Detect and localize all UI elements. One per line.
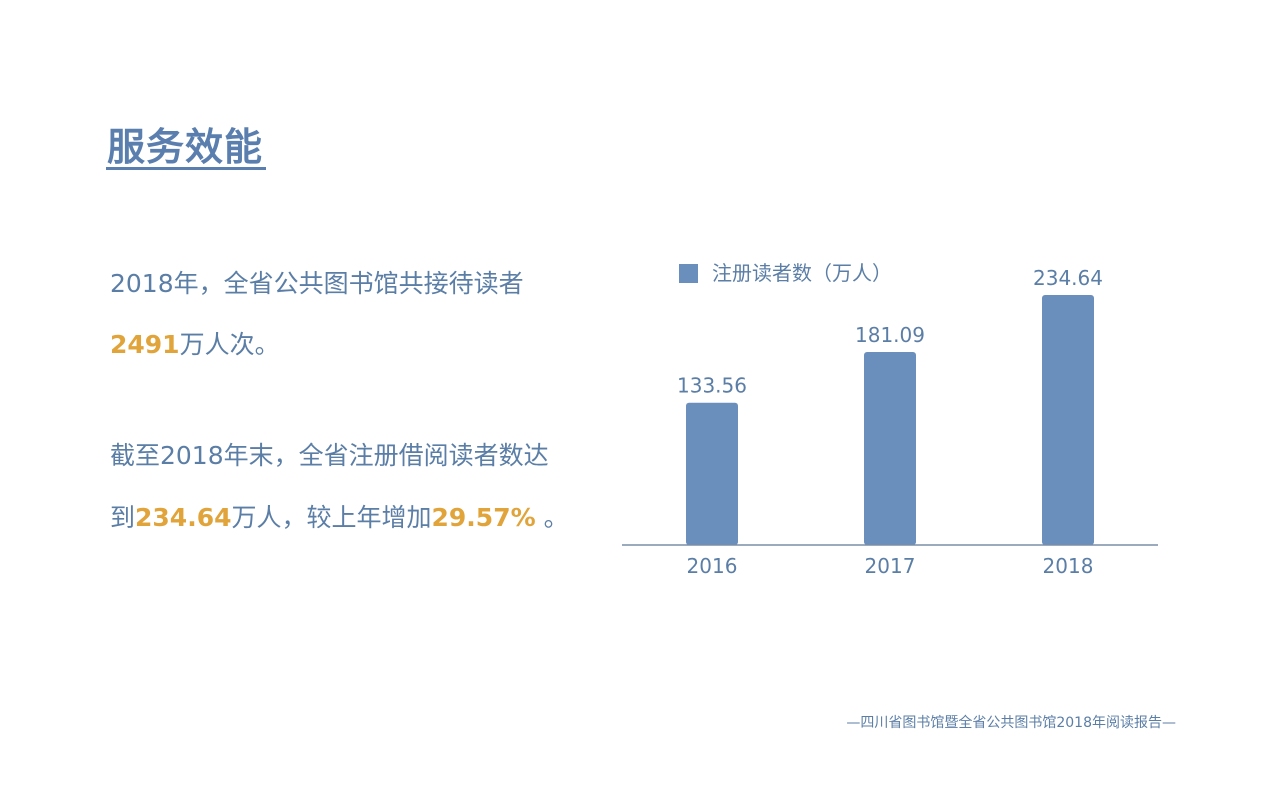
paragraph-2-line-2: 到234.64万人，较上年增加29.57% 。 [110,498,569,534]
visitor-count-highlight: 2491 [110,330,180,359]
p1-line1-text: 2018年，全省公共图书馆共接待读者 [110,269,524,298]
bar-2016 [686,402,738,545]
data-label-2017: 181.09 [855,323,925,347]
legend-swatch [679,264,698,283]
growth-rate-highlight: 29.57% [431,503,536,532]
bar-2017 [864,352,916,545]
p2-line1-text: 截至2018年末，全省注册借阅读者数达 [110,441,549,470]
paragraph-2-line-1: 截至2018年末，全省注册借阅读者数达 [110,436,549,472]
x-tick-label-2017: 2017 [865,554,916,578]
p1-tail-text: 万人次。 [179,330,280,359]
p2-tail-text: 。 [535,503,569,532]
footer-source: —四川省图书馆暨全省公共图书馆2018年阅读报告— [846,715,1176,731]
x-tick-label-2016: 2016 [687,554,738,578]
bar-2018 [1042,295,1094,545]
page-title: 服务效能 [107,125,264,169]
x-tick-label-2018: 2018 [1043,554,1094,578]
p2-pre-text: 到 [110,503,136,532]
title-underline [106,167,266,170]
p2-mid-text: 万人，较上年增加 [231,503,432,532]
data-label-2016: 133.56 [677,374,747,398]
legend-label: 注册读者数（万人） [712,261,892,285]
data-label-2018: 234.64 [1033,266,1103,290]
paragraph-1-line-1: 2018年，全省公共图书馆共接待读者 [110,264,524,300]
paragraph-1-line-2: 2491万人次。 [110,325,280,361]
registered-readers-highlight: 234.64 [135,503,232,532]
